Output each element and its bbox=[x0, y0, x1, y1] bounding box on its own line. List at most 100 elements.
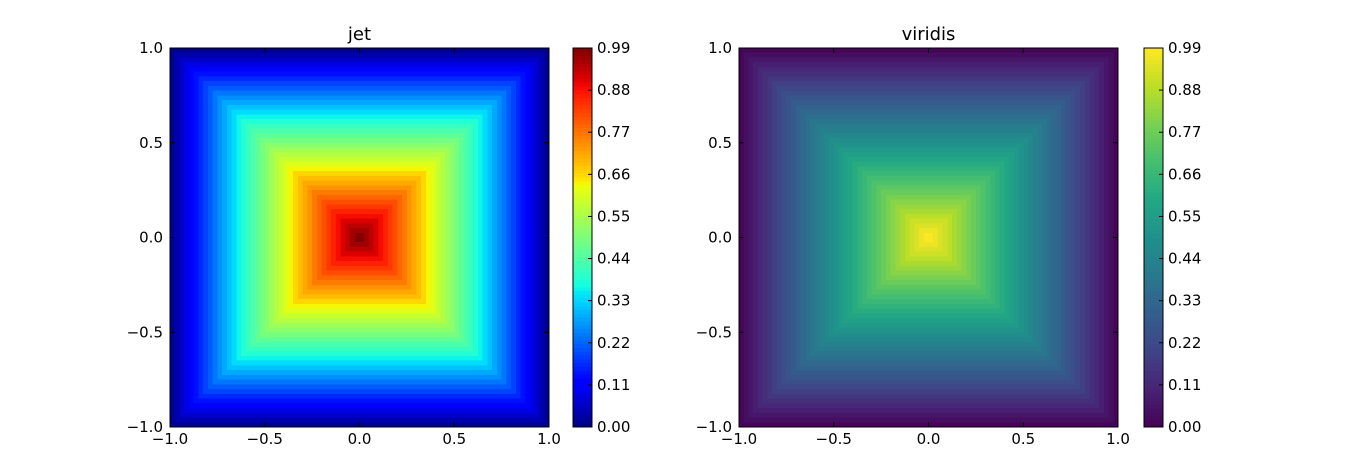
colorbar-tick-label: 0.33 bbox=[1168, 292, 1201, 310]
colorbar-segment bbox=[573, 385, 592, 390]
colorbar-tick-label: 0.66 bbox=[597, 165, 630, 183]
colorbar-segment bbox=[573, 381, 592, 386]
y-tick-label: 0.5 bbox=[139, 134, 163, 152]
colorbar-segment bbox=[573, 70, 592, 76]
colorbar-segment bbox=[573, 256, 592, 261]
colorbar-segment bbox=[1144, 347, 1163, 352]
colorbar-segment bbox=[1144, 127, 1163, 132]
colorbar-segment bbox=[1144, 97, 1163, 102]
colorbar-segment bbox=[573, 176, 592, 182]
y-tick-label: 0.0 bbox=[708, 229, 732, 247]
y-tick-label: −1.0 bbox=[696, 418, 732, 436]
colorbar-segment bbox=[573, 404, 592, 409]
colorbar-segment bbox=[573, 411, 592, 417]
colorbar-segment bbox=[573, 63, 592, 68]
colorbar-segment bbox=[1144, 207, 1163, 212]
colorbar-segment bbox=[573, 267, 592, 273]
colorbar-segment bbox=[573, 415, 592, 421]
colorbar-tick-label: 0.77 bbox=[597, 123, 630, 141]
colorbar-segment bbox=[1144, 381, 1163, 386]
colorbar-segment bbox=[1144, 70, 1163, 76]
colorbar-segment bbox=[573, 271, 592, 276]
colorbar-segment bbox=[1144, 408, 1163, 413]
colorbar-segment bbox=[1144, 116, 1163, 121]
colorbar-segment bbox=[573, 309, 592, 314]
colorbar-segment bbox=[1144, 173, 1163, 178]
colorbar-segment bbox=[1144, 256, 1163, 261]
colorbar-segment bbox=[1144, 252, 1163, 258]
colorbar-segment bbox=[1144, 358, 1163, 364]
colorbar-segment bbox=[573, 275, 592, 280]
heatmap-band bbox=[354, 232, 365, 243]
colorbar-segment bbox=[573, 180, 592, 186]
colorbar-segment bbox=[573, 210, 592, 216]
colorbar-tick-label: 0.22 bbox=[597, 334, 630, 352]
colorbar-segment bbox=[573, 51, 592, 57]
x-tick-label: −0.5 bbox=[247, 430, 283, 448]
colorbar-segment bbox=[573, 252, 592, 258]
y-tick-label: −0.5 bbox=[127, 323, 163, 341]
colorbar-segment bbox=[573, 419, 592, 424]
colorbar-segment bbox=[573, 358, 592, 364]
y-tick-label: −0.5 bbox=[696, 323, 732, 341]
colorbar-segment bbox=[573, 101, 592, 106]
colorbar-segment bbox=[573, 423, 592, 428]
colorbar-segment bbox=[573, 123, 592, 129]
x-tick-label: −1.0 bbox=[152, 430, 188, 448]
colorbar-segment bbox=[573, 313, 592, 318]
x-tick-label: 0.5 bbox=[442, 430, 466, 448]
colorbar-tick-label: 0.66 bbox=[1168, 165, 1201, 183]
colorbar-segment bbox=[1144, 112, 1163, 117]
colorbar-segment bbox=[1144, 336, 1163, 341]
colorbar-segment bbox=[1144, 142, 1163, 148]
colorbar-segment bbox=[1144, 392, 1163, 398]
colorbar-segment bbox=[1144, 309, 1163, 314]
colorbar-segment bbox=[1144, 131, 1163, 136]
colorbar-segment bbox=[573, 169, 592, 174]
colorbar-segment bbox=[573, 400, 592, 405]
colorbar-segment bbox=[573, 324, 592, 330]
colorbar-segment bbox=[573, 214, 592, 220]
colorbar-segment bbox=[1144, 222, 1163, 227]
colorbar-segment bbox=[573, 290, 592, 295]
colorbar-segment bbox=[573, 370, 592, 375]
colorbar-segment bbox=[1144, 66, 1163, 72]
colorbar-segment bbox=[1144, 188, 1163, 193]
colorbar-segment bbox=[1144, 264, 1163, 269]
heatmap-image bbox=[739, 48, 1118, 427]
colorbar-segment bbox=[573, 366, 592, 371]
colorbar-segment bbox=[1144, 120, 1163, 125]
colorbar-segment bbox=[573, 351, 592, 356]
colorbar-tick-label: 0.22 bbox=[1168, 334, 1201, 352]
heatmap-panel-jet: jet −1.0 −0.5 0.0 0.5 1.0 1.0 0.5 0.0 −0.5 −1.0 0.9… bbox=[127, 24, 631, 448]
colorbar-segment bbox=[573, 237, 592, 242]
colorbar-segment bbox=[1144, 218, 1163, 223]
x-tick-label: 1.0 bbox=[537, 430, 561, 448]
colorbar-segment bbox=[573, 165, 592, 170]
colorbar-segment bbox=[573, 229, 592, 235]
colorbar-tick-label: 0.55 bbox=[597, 207, 630, 225]
colorbar-segment bbox=[573, 286, 592, 292]
colorbar-segment bbox=[1144, 298, 1163, 303]
colorbar-segment bbox=[573, 377, 592, 383]
x-tick-label: 0.5 bbox=[1011, 430, 1035, 448]
colorbar-frame bbox=[1143, 47, 1164, 428]
colorbar-segment bbox=[1144, 248, 1163, 254]
colorbar-segment bbox=[1144, 320, 1163, 326]
colorbar-segment bbox=[1144, 214, 1163, 220]
colorbar-tick-label: 0.77 bbox=[1168, 123, 1201, 141]
colorbar-segment bbox=[1144, 123, 1163, 129]
colorbar-segment bbox=[573, 55, 592, 60]
colorbar-segment bbox=[573, 48, 592, 53]
colorbar-segment bbox=[1144, 55, 1163, 60]
colorbar-segment bbox=[573, 157, 592, 163]
colorbar-segment bbox=[573, 131, 592, 136]
colorbar-segment bbox=[573, 192, 592, 197]
y-tick-label: −1.0 bbox=[127, 418, 163, 436]
colorbar-segment bbox=[1144, 245, 1163, 250]
colorbar-segment bbox=[1144, 135, 1163, 140]
colorbar-segment bbox=[573, 142, 592, 148]
colorbar-segment bbox=[573, 66, 592, 72]
colorbar-segment bbox=[1144, 389, 1163, 394]
colorbar-segment bbox=[573, 112, 592, 117]
